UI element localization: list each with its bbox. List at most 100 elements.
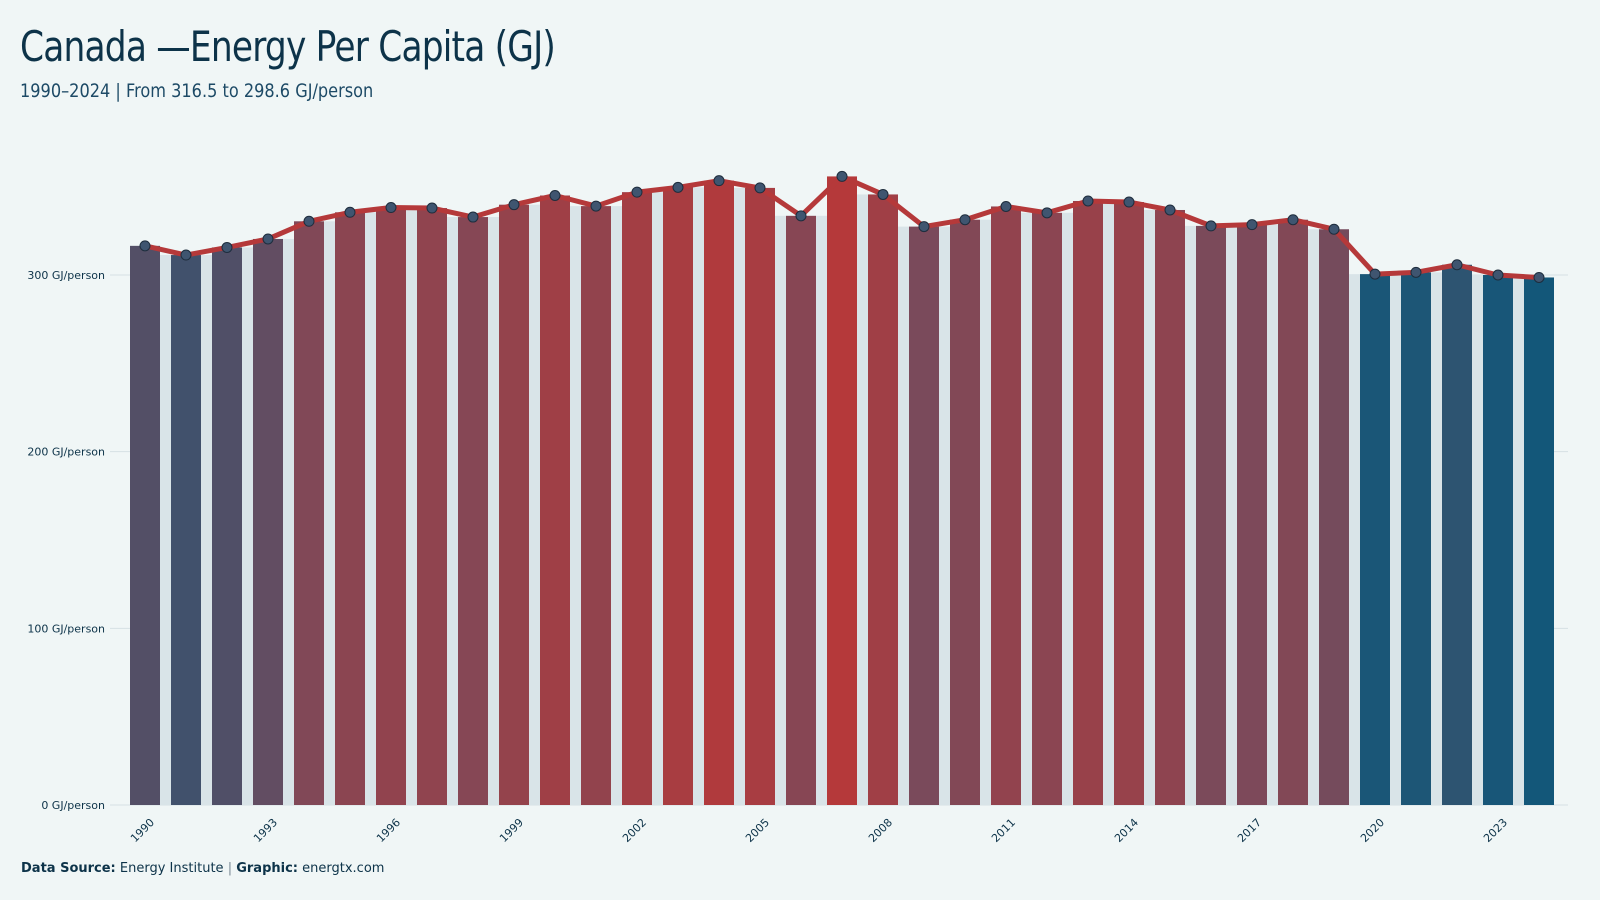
bar-gap	[1390, 274, 1401, 805]
bar-1997	[417, 208, 447, 805]
bar-gap	[1185, 225, 1196, 806]
bar-1998	[458, 217, 488, 805]
bar-gap	[816, 215, 827, 806]
bar-2015	[1155, 209, 1185, 805]
x-tick-label: 2014	[1112, 816, 1141, 845]
bar-gap	[406, 208, 417, 805]
chart-subtitle: 1990–2024 | From 316.5 to 298.6 GJ/perso…	[20, 80, 374, 102]
point-2003	[672, 181, 684, 193]
x-tick-label: 1999	[497, 816, 526, 845]
point-2023	[1492, 269, 1504, 281]
point-2018	[1287, 214, 1299, 226]
x-tick-label: 1993	[251, 816, 280, 845]
bar-1999	[499, 204, 529, 806]
bar-gap	[1349, 274, 1360, 805]
bar-gap	[1226, 225, 1237, 806]
source-label: Data Source:	[21, 861, 116, 876]
y-tick-label: 0 GJ/person	[41, 799, 105, 812]
point-2013	[1082, 195, 1094, 207]
point-2017	[1246, 219, 1258, 231]
point-2021	[1410, 266, 1422, 278]
footer-separator: |	[227, 861, 233, 876]
bar-2016	[1196, 225, 1226, 806]
bar-1991	[171, 255, 201, 805]
bar-gap	[488, 217, 499, 805]
y-tick-label: 300 GJ/person	[27, 269, 105, 282]
bar-gap	[857, 194, 868, 805]
source-value: Energy Institute	[119, 861, 224, 876]
point-2005	[754, 182, 766, 194]
bar-2024	[1524, 277, 1554, 805]
bar-2019	[1319, 229, 1349, 805]
x-tick-label: 2017	[1235, 816, 1264, 845]
point-2004	[713, 175, 725, 187]
point-1994	[303, 215, 315, 227]
bar-2018	[1278, 219, 1308, 805]
bar-gaps	[160, 187, 1524, 806]
bar-2005	[745, 187, 775, 806]
bar-2006	[786, 215, 816, 806]
point-2011	[1000, 200, 1012, 212]
bar-2000	[540, 195, 570, 805]
bar-2014	[1114, 202, 1144, 805]
x-tick-label: 2023	[1481, 816, 1510, 845]
y-tick-label: 200 GJ/person	[27, 446, 105, 459]
bar-gap	[1267, 224, 1278, 805]
bar-gap	[1144, 209, 1155, 805]
point-1990	[139, 240, 151, 252]
x-tick-label: 2005	[743, 816, 772, 845]
point-2012	[1041, 207, 1053, 219]
point-2014	[1123, 196, 1135, 208]
bar-1993	[253, 238, 283, 805]
bar-gap	[1103, 202, 1114, 805]
bar-gap	[611, 206, 622, 806]
point-1995	[344, 206, 356, 218]
bar-gap	[283, 238, 294, 805]
graphic-label: Graphic:	[236, 861, 298, 876]
bar-2008	[868, 194, 898, 805]
bar-2001	[581, 206, 611, 806]
bar-2007	[827, 176, 857, 806]
point-2020	[1369, 268, 1381, 280]
bar-2004	[704, 180, 734, 805]
chart-title: Canada —Energy Per Capita (GJ)	[20, 22, 556, 71]
x-tick-label: 2020	[1358, 816, 1387, 845]
y-tick-label: 100 GJ/person	[27, 622, 105, 635]
bar-2009	[909, 226, 939, 806]
bar-1990	[130, 245, 160, 806]
bar-2013	[1073, 200, 1103, 805]
bar-gap	[529, 204, 540, 806]
bar-1995	[335, 212, 365, 806]
bar-2022	[1442, 264, 1472, 806]
point-2015	[1164, 204, 1176, 216]
bar-gap	[652, 192, 663, 806]
bar-2012	[1032, 212, 1062, 805]
bar-2010	[950, 219, 980, 805]
bar-gap	[693, 187, 704, 805]
point-2024	[1533, 271, 1545, 283]
bars	[130, 176, 1554, 806]
point-1998	[467, 211, 479, 223]
footer: Data Source: Energy Institute | Graphic:…	[21, 861, 384, 876]
bar-1992	[212, 247, 242, 805]
graphic-value: energtx.com	[302, 861, 385, 876]
point-1996	[385, 202, 397, 214]
y-axis: 0 GJ/person 100 GJ/person 200 GJ/person 300…	[27, 269, 105, 812]
bar-2021	[1401, 272, 1431, 806]
point-1997	[426, 202, 438, 214]
bar-2003	[663, 187, 693, 805]
point-1991	[180, 249, 192, 261]
bar-gap	[242, 247, 253, 805]
x-tick-label: 2011	[989, 816, 1018, 845]
point-2010	[959, 214, 971, 226]
bar-2020	[1360, 274, 1390, 805]
bar-gap	[324, 221, 335, 805]
bar-gap	[365, 212, 376, 806]
point-2019	[1328, 223, 1340, 235]
bar-2002	[622, 192, 652, 806]
bar-gap	[898, 226, 909, 806]
bar-gap	[939, 226, 950, 806]
x-tick-label: 2002	[620, 816, 649, 845]
bar-gap	[980, 219, 991, 805]
